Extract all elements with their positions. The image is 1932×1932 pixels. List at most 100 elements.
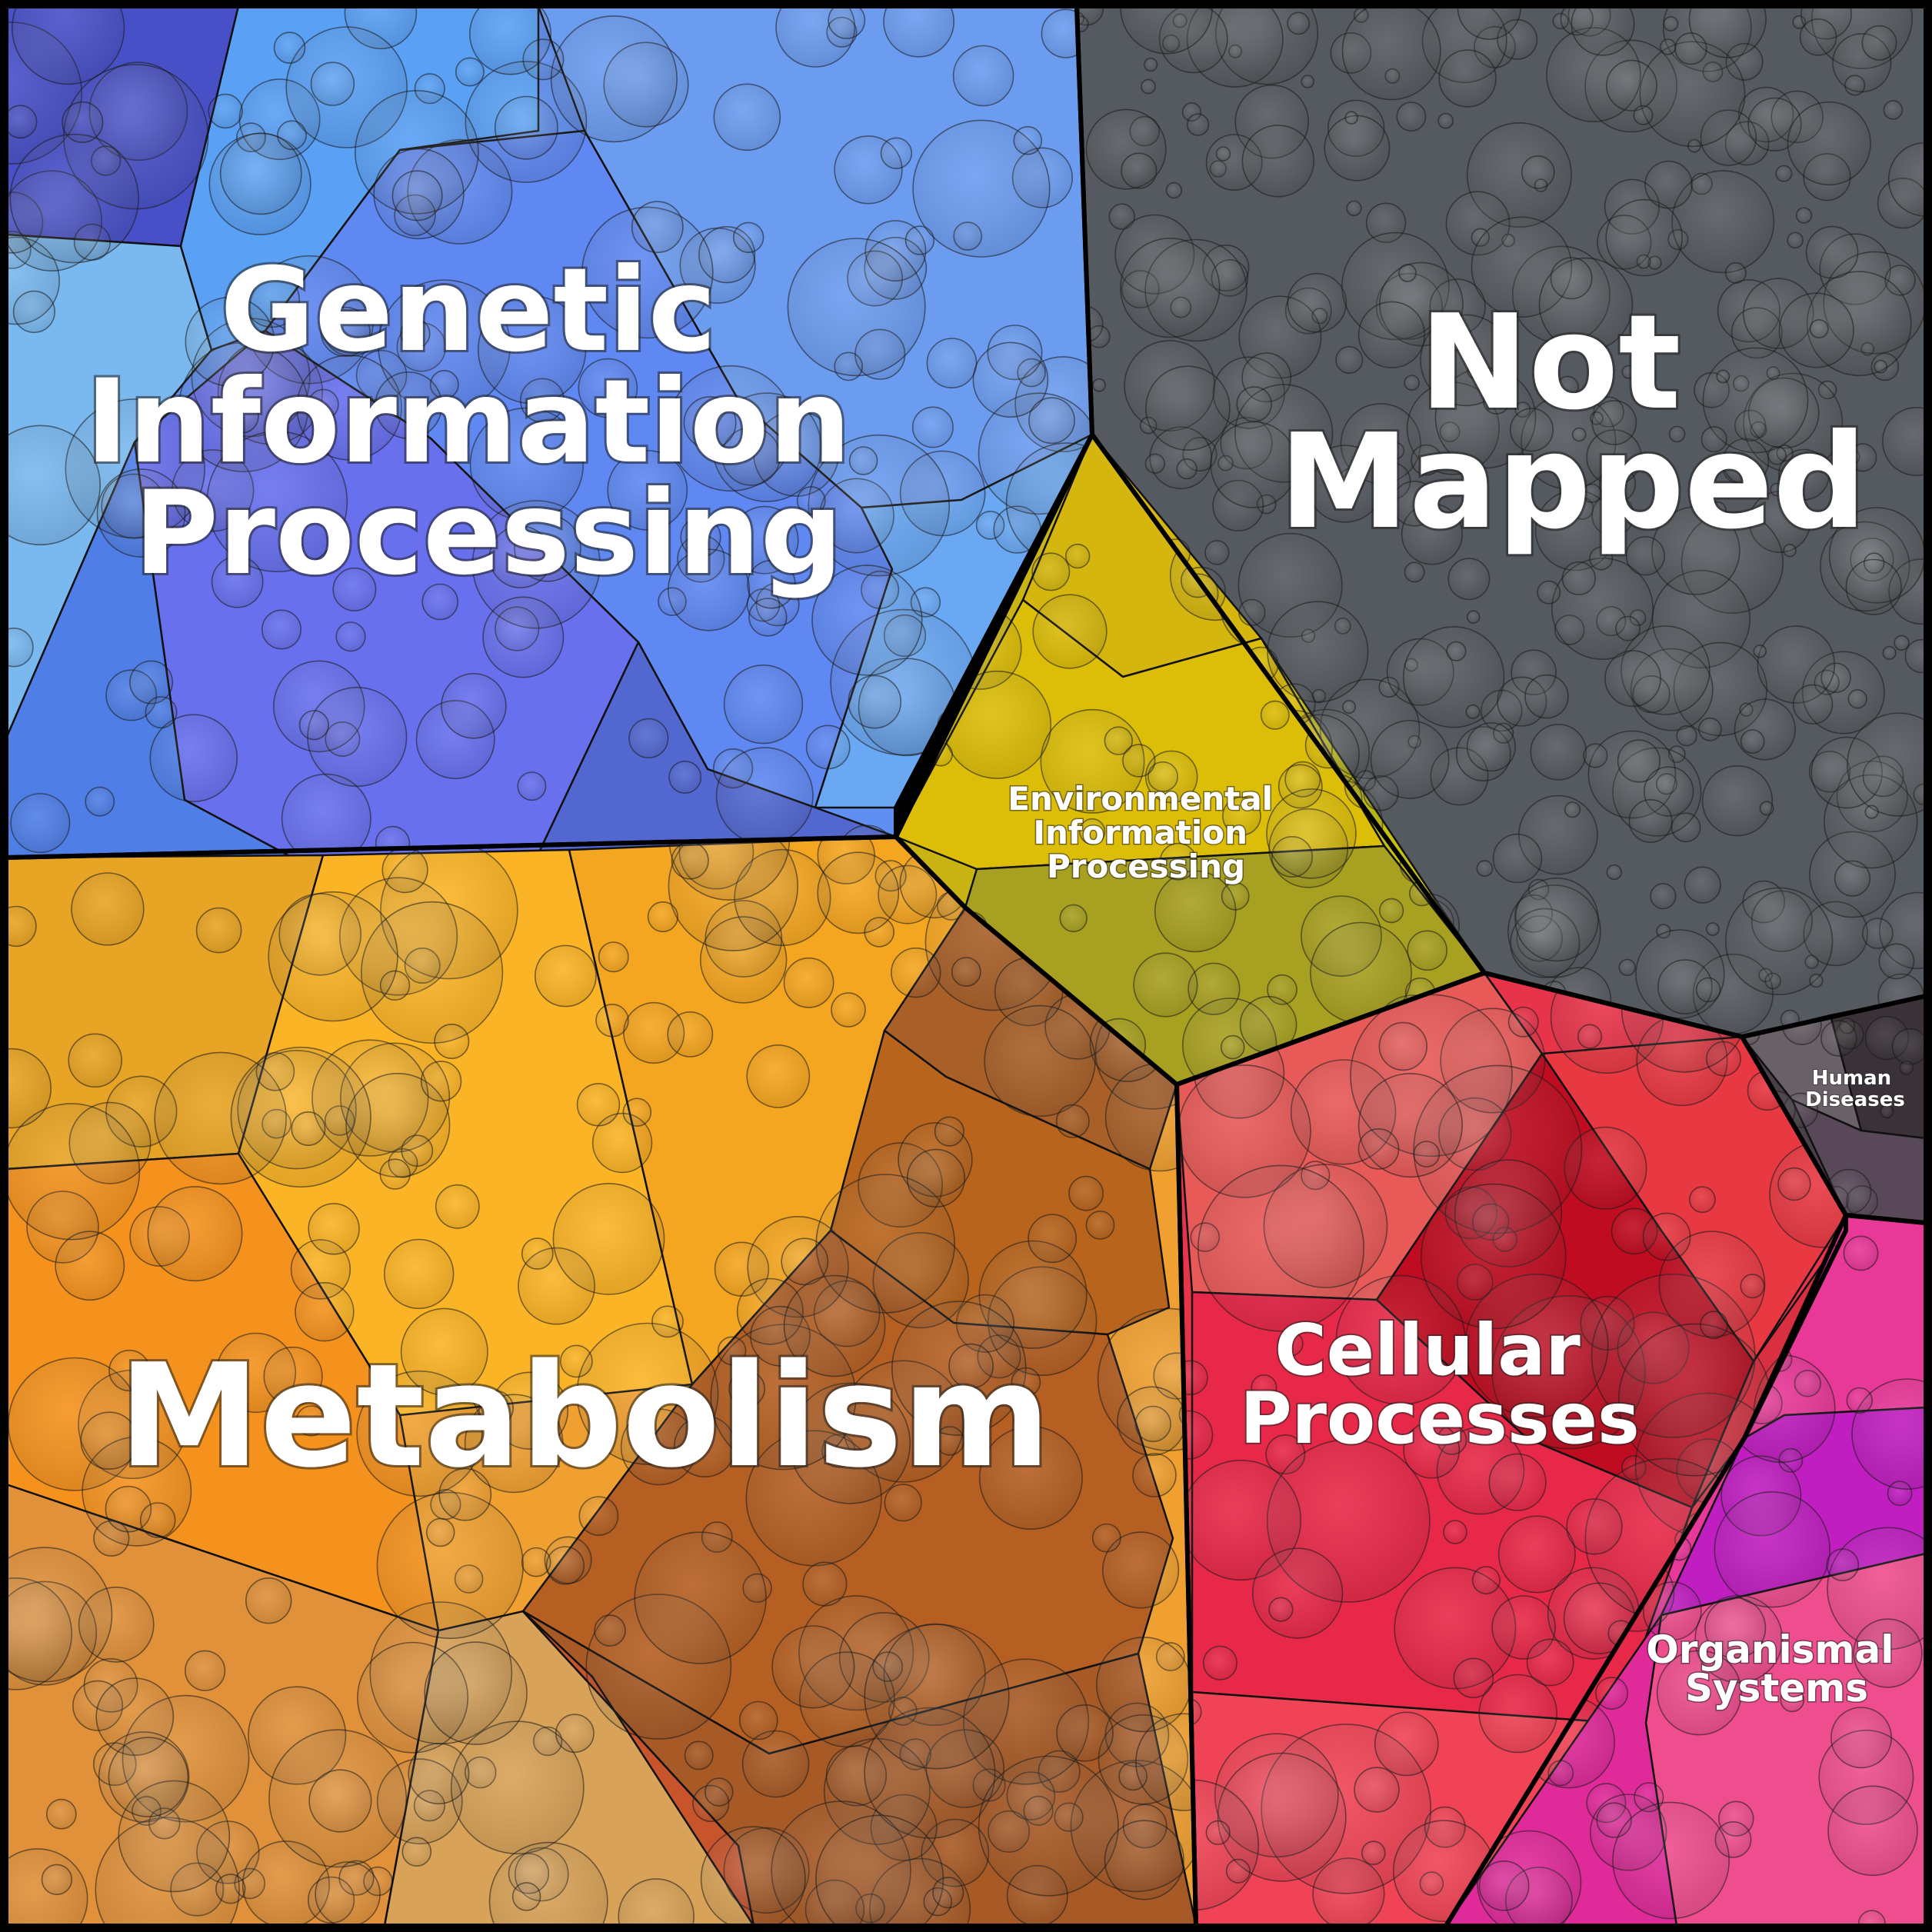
cell [1537,580,1561,605]
cell [1404,375,1420,391]
cell [1770,482,1784,497]
cell [1398,263,1417,282]
cell [71,872,145,946]
cell [488,525,552,588]
cell [517,771,547,801]
label-human-diseases-line-2: Diseases [1805,1088,1905,1111]
cell [811,565,923,676]
cell [628,718,669,759]
cell [1443,1520,1467,1544]
cell [578,358,638,418]
cell [68,1033,122,1088]
cell [1851,1378,1926,1490]
cell [683,396,737,450]
cell [1566,1498,1623,1555]
cell [906,1148,966,1208]
cell [1556,375,1579,398]
cell [435,1184,480,1229]
cell [10,793,71,854]
cell [1478,1674,1557,1754]
cell [747,559,796,609]
cell [1775,165,1793,182]
cell [1117,1386,1187,1456]
cell [1759,801,1774,816]
cell [1407,930,1447,971]
cell [425,1517,455,1547]
cell [441,672,507,739]
cell [6,105,38,139]
cell [391,170,443,222]
cell [1484,370,1500,385]
cell [1251,1547,1344,1639]
cell [1078,818,1106,845]
cell [1787,232,1804,249]
cell [631,201,684,254]
label-organismal-line-2: Systems [1685,1666,1868,1710]
cell [1032,594,1108,669]
cell [728,1370,766,1407]
cell [684,1740,714,1770]
cell [723,664,804,744]
cell [1904,638,1926,674]
label-metabolism-line-1: Metabolism [118,1333,1051,1499]
cell [595,1004,629,1038]
cell [1436,362,1451,377]
cell [817,851,900,934]
cell [1028,1214,1078,1264]
cell [1526,1638,1574,1687]
cell [828,6,866,39]
cell [434,1024,470,1060]
cell [1437,112,1454,129]
cell [1521,155,1555,189]
cell [420,1061,462,1102]
cell [1354,1767,1400,1813]
cell [1628,799,1673,844]
cell [1783,543,1797,558]
cell [482,596,565,678]
cell [700,1826,806,1926]
cell [1497,1515,1576,1594]
cell [668,760,702,794]
cell [268,891,398,1022]
cell [1830,1707,1893,1769]
cell [1882,645,1897,661]
cell [1055,1104,1090,1138]
cell [1056,1704,1114,1762]
cell [1734,698,1796,761]
cell [1159,842,1198,881]
cell [1448,338,1463,351]
cell [1642,1212,1691,1261]
cell [815,1814,944,1926]
cell [1215,146,1231,162]
cell [1605,198,1683,277]
cell [771,1625,855,1709]
cell [1092,378,1107,392]
cell [1028,397,1075,445]
cell [223,398,259,434]
cell [1241,125,1315,198]
cell [1809,973,1824,988]
cell [618,1878,695,1926]
cell [805,724,851,770]
cell [1524,674,1569,719]
cell [208,93,243,129]
cell [41,1864,73,1896]
cell [12,290,56,334]
label-environmental-line-1: Environmental [1008,780,1273,818]
cell [6,1048,52,1129]
cell [926,338,978,388]
cell [1571,427,1587,442]
cell [1391,480,1437,527]
cell [746,1044,811,1108]
cell [298,710,329,741]
cell [1144,453,1166,474]
cell [848,446,878,475]
cell [1198,1164,1365,1332]
cell [1847,689,1867,709]
cell [1421,1183,1567,1330]
cell [1612,1801,1730,1920]
cell [85,786,115,817]
cell [424,1641,528,1745]
cell [332,567,377,611]
